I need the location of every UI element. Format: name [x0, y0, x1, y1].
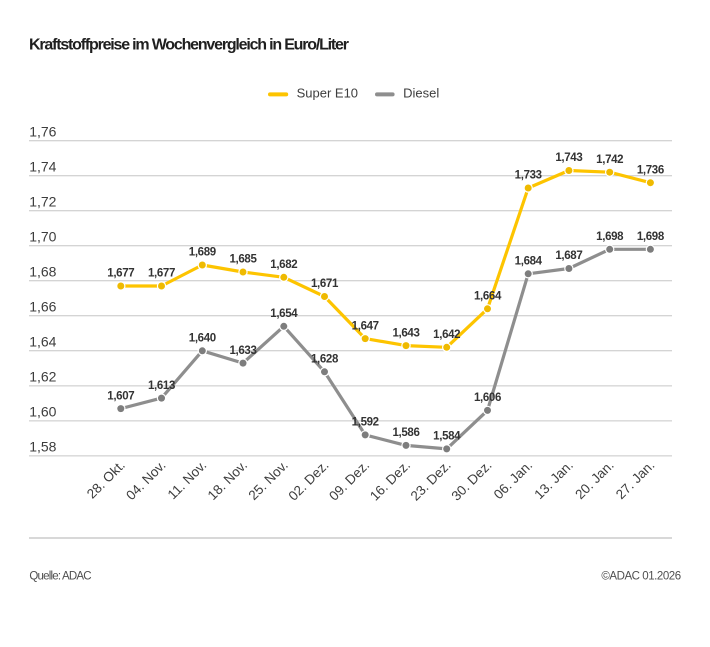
svg-text:1,74: 1,74: [29, 158, 56, 174]
svg-text:1,640: 1,640: [189, 333, 216, 345]
svg-text:1,66: 1,66: [29, 298, 56, 314]
svg-text:1,643: 1,643: [392, 327, 419, 339]
svg-text:1,698: 1,698: [637, 231, 665, 243]
svg-text:1,684: 1,684: [515, 256, 543, 268]
svg-text:1,654: 1,654: [270, 308, 298, 320]
svg-text:1,677: 1,677: [148, 268, 175, 280]
svg-text:1,584: 1,584: [433, 431, 461, 443]
svg-text:Kraftstoffpreise im Wochenverg: Kraftstoffpreise im Wochenvergleich in E…: [29, 37, 349, 54]
svg-text:1,592: 1,592: [352, 417, 379, 429]
svg-text:1,742: 1,742: [596, 154, 623, 166]
svg-text:Super E10: Super E10: [297, 86, 358, 101]
svg-text:1,606: 1,606: [474, 392, 501, 404]
svg-text:Diesel: Diesel: [403, 86, 439, 101]
svg-text:1,664: 1,664: [474, 291, 502, 303]
svg-text:1,60: 1,60: [29, 404, 56, 420]
svg-text:1,743: 1,743: [555, 152, 582, 164]
svg-text:1,62: 1,62: [29, 369, 56, 385]
svg-text:1,677: 1,677: [107, 268, 134, 280]
svg-text:1,642: 1,642: [433, 329, 460, 341]
svg-text:1,682: 1,682: [270, 259, 297, 271]
svg-text:1,70: 1,70: [29, 228, 56, 244]
svg-text:1,671: 1,671: [311, 278, 339, 290]
svg-text:1,607: 1,607: [107, 390, 134, 402]
svg-text:1,633: 1,633: [229, 345, 256, 357]
svg-text:1,586: 1,586: [392, 427, 419, 439]
svg-text:1,613: 1,613: [148, 380, 175, 392]
svg-text:1,698: 1,698: [596, 231, 624, 243]
svg-text:1,64: 1,64: [29, 333, 56, 349]
svg-text:1,733: 1,733: [515, 170, 542, 182]
svg-text:©ADAC 01.2026: ©ADAC 01.2026: [601, 571, 680, 583]
svg-text:1,628: 1,628: [311, 354, 339, 366]
svg-text:Quelle: ADAC: Quelle: ADAC: [29, 571, 91, 583]
svg-text:1,687: 1,687: [555, 250, 582, 262]
svg-text:1,685: 1,685: [229, 254, 257, 266]
svg-text:1,689: 1,689: [189, 247, 216, 259]
svg-text:1,647: 1,647: [352, 320, 379, 332]
svg-text:1,76: 1,76: [29, 123, 56, 139]
svg-text:1,58: 1,58: [29, 439, 56, 455]
svg-text:1,72: 1,72: [29, 193, 56, 209]
svg-text:1,736: 1,736: [637, 164, 664, 176]
svg-text:1,68: 1,68: [29, 263, 56, 279]
